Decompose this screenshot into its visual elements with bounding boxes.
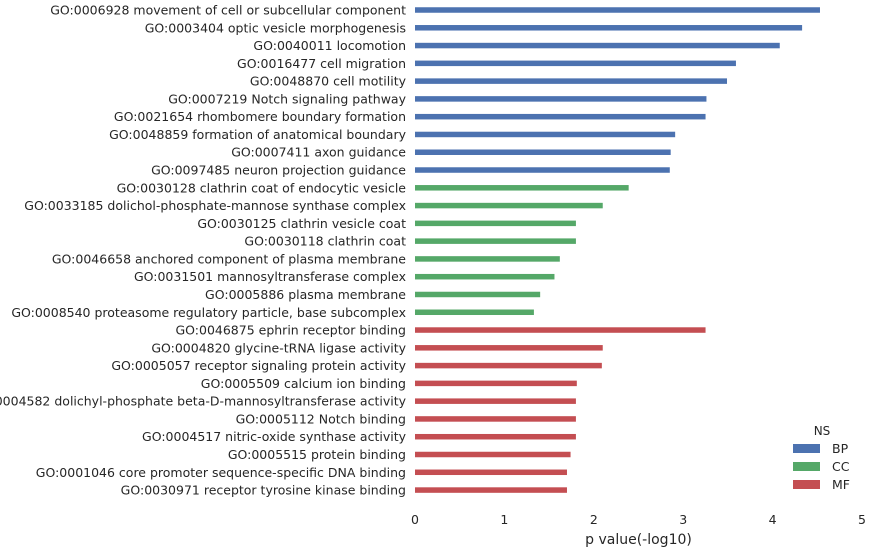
category-label: GO:0007219 Notch signaling pathway	[168, 91, 406, 106]
category-label: GO:0004582 dolichyl-phosphate beta-D-man…	[0, 394, 407, 409]
bar-21	[415, 380, 577, 387]
category-label: GO:0021654 rhombomere boundary formation	[114, 109, 406, 124]
category-label: GO:0005112 Notch binding	[236, 411, 406, 426]
bar-13	[415, 238, 576, 244]
category-label: GO:0030971 receptor tyrosine kinase bind…	[121, 483, 406, 498]
bar-17	[415, 309, 534, 316]
bar-19	[415, 345, 603, 351]
x-tick-label: 4	[769, 512, 777, 527]
category-label: GO:0030118 clathrin coat	[244, 234, 406, 249]
bar-18	[415, 327, 706, 333]
bar-4	[415, 78, 728, 84]
category-label: GO:0097485 neuron projection guidance	[151, 163, 406, 178]
category-label: GO:0016477 cell migration	[237, 56, 406, 71]
legend-title: NS	[814, 424, 831, 438]
bar-15	[415, 273, 555, 280]
bar-26	[415, 469, 567, 476]
category-label: GO:0048870 cell motility	[250, 74, 407, 89]
category-label: GO:0046875 ephrin receptor binding	[175, 323, 406, 338]
bar-23	[415, 416, 576, 422]
bar-11	[415, 202, 603, 209]
bar-12	[415, 220, 576, 227]
legend-label-bp: BP	[832, 441, 849, 456]
category-label: GO:0003404 optic vesicle morphogenesis	[145, 20, 406, 35]
bar-20	[415, 362, 602, 369]
legend-swatch-mf	[793, 480, 820, 489]
bar-3	[415, 60, 736, 67]
legend-label-cc: CC	[832, 459, 850, 474]
bar-27	[415, 487, 567, 493]
bars-group	[415, 7, 820, 493]
category-label: GO:0005057 receptor signaling protein ac…	[111, 358, 406, 373]
category-label: GO:0030125 clathrin vesicle coat	[197, 216, 406, 231]
legend-swatch-cc	[793, 462, 820, 471]
category-label: GO:0030128 clathrin coat of endocytic ve…	[117, 180, 407, 195]
bar-25	[415, 451, 571, 458]
category-label: GO:0033185 dolichol-phosphate-mannose sy…	[24, 198, 406, 213]
category-label: GO:0031501 mannosyltransferase complex	[134, 269, 406, 284]
category-label: GO:0008540 proteasome regulatory particl…	[11, 305, 406, 320]
bar-10	[415, 185, 629, 191]
category-label: GO:0040011 locomotion	[253, 38, 406, 53]
bar-0	[415, 7, 820, 13]
bar-14	[415, 256, 560, 262]
bar-6	[415, 113, 706, 120]
bar-16	[415, 291, 541, 298]
category-label: GO:0004517 nitric-oxide synthase activit…	[142, 429, 407, 444]
legend-swatch-bp	[793, 444, 820, 453]
bar-24	[415, 433, 576, 440]
category-label: GO:0001046 core promoter sequence-specif…	[36, 465, 406, 480]
category-label: GO:0048859 formation of anatomical bound…	[109, 127, 406, 142]
bar-22	[415, 398, 576, 404]
bar-7	[415, 131, 676, 138]
bar-8	[415, 149, 671, 155]
legend: NS BP CC MF	[793, 424, 850, 492]
bar-5	[415, 96, 707, 102]
category-labels: GO:0006928 movement of cell or subcellul…	[0, 3, 407, 498]
bar-2	[415, 42, 780, 49]
category-label: GO:0006928 movement of cell or subcellul…	[50, 3, 406, 18]
x-tick-labels: 0 1 2 3 4 5	[411, 512, 866, 527]
category-label: GO:0007411 axon guidance	[231, 145, 406, 160]
x-tick-label: 3	[679, 512, 687, 527]
legend-label-mf: MF	[832, 477, 850, 492]
category-label: GO:0005515 protein binding	[228, 447, 406, 462]
bar-1	[415, 25, 803, 31]
x-tick-label: 0	[411, 512, 419, 527]
category-label: GO:0005886 plasma membrane	[205, 287, 406, 302]
x-tick-label: 5	[858, 512, 866, 527]
x-tick-label: 2	[590, 512, 598, 527]
category-label: GO:0005509 calcium ion binding	[201, 376, 406, 391]
x-axis-label: p value(-log10)	[585, 532, 692, 548]
category-label: GO:0046658 anchored component of plasma …	[52, 251, 406, 266]
category-label: GO:0004820 glycine-tRNA ligase activity	[151, 340, 406, 355]
bar-9	[415, 167, 670, 173]
x-tick-label: 1	[500, 512, 508, 527]
